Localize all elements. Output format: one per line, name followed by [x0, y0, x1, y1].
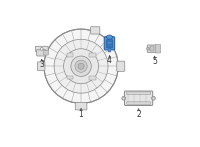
Circle shape: [71, 56, 91, 76]
FancyBboxPatch shape: [37, 62, 45, 71]
FancyBboxPatch shape: [127, 102, 151, 104]
Circle shape: [152, 96, 155, 100]
Circle shape: [123, 97, 125, 99]
FancyBboxPatch shape: [35, 46, 48, 51]
FancyBboxPatch shape: [89, 76, 96, 80]
FancyBboxPatch shape: [67, 76, 73, 79]
FancyBboxPatch shape: [124, 91, 153, 105]
FancyBboxPatch shape: [155, 45, 161, 53]
Circle shape: [147, 47, 150, 50]
FancyBboxPatch shape: [37, 50, 46, 56]
Text: 3: 3: [39, 60, 44, 69]
Text: 2: 2: [136, 110, 141, 119]
FancyBboxPatch shape: [117, 61, 125, 71]
Circle shape: [78, 63, 84, 69]
FancyBboxPatch shape: [108, 48, 111, 52]
FancyBboxPatch shape: [89, 53, 96, 57]
FancyBboxPatch shape: [44, 50, 48, 55]
Circle shape: [64, 49, 99, 84]
Text: 5: 5: [152, 57, 157, 66]
Circle shape: [40, 48, 43, 50]
FancyBboxPatch shape: [104, 37, 115, 50]
Circle shape: [122, 96, 126, 100]
Circle shape: [109, 42, 110, 44]
Circle shape: [110, 42, 112, 44]
FancyBboxPatch shape: [91, 27, 100, 34]
Text: 1: 1: [79, 110, 83, 119]
Circle shape: [44, 29, 118, 103]
Circle shape: [54, 39, 108, 93]
Circle shape: [153, 97, 154, 99]
Circle shape: [107, 42, 109, 44]
FancyBboxPatch shape: [75, 102, 87, 110]
FancyBboxPatch shape: [127, 92, 151, 95]
FancyBboxPatch shape: [106, 40, 113, 48]
FancyBboxPatch shape: [147, 45, 157, 52]
Text: 4: 4: [107, 56, 112, 65]
FancyBboxPatch shape: [150, 46, 154, 51]
Ellipse shape: [106, 35, 113, 39]
FancyBboxPatch shape: [67, 53, 73, 57]
Circle shape: [75, 60, 87, 72]
